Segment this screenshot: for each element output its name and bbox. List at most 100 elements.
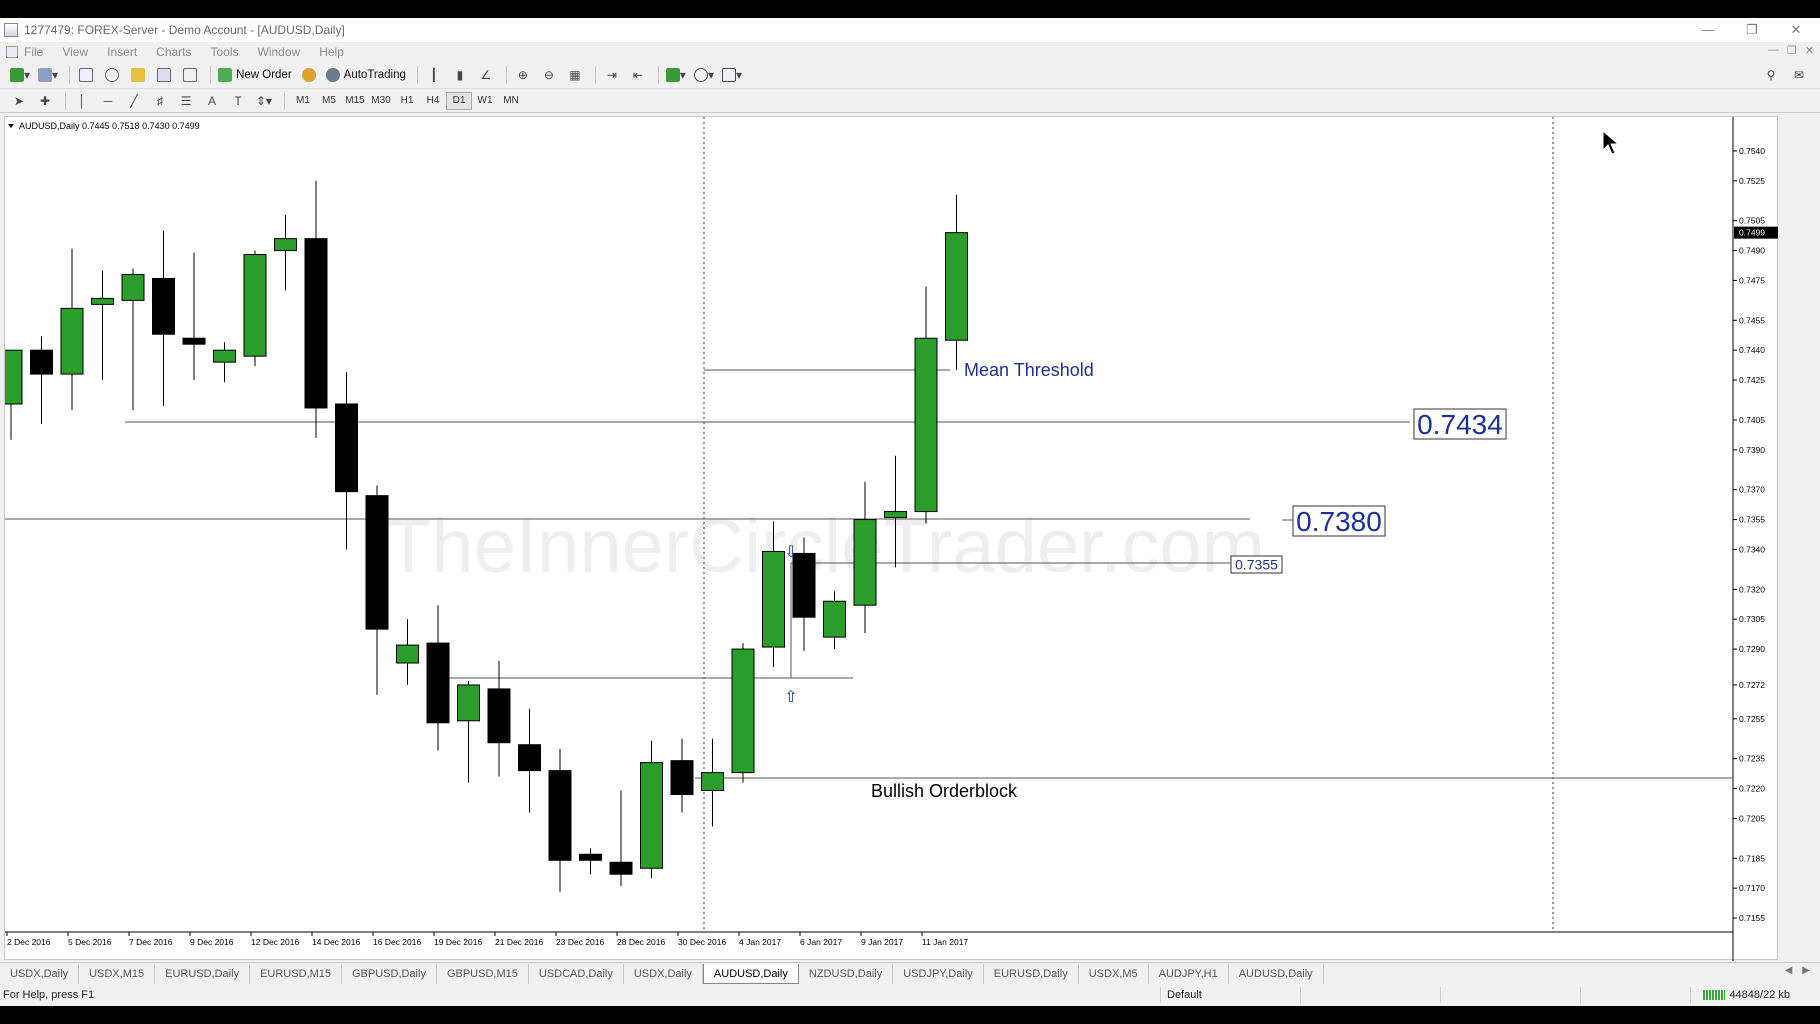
menu-insert[interactable]: Insert <box>107 44 138 59</box>
bearish-candle[interactable] <box>304 238 328 409</box>
bearish-candle[interactable] <box>182 337 206 345</box>
bullish-candle[interactable] <box>945 232 968 341</box>
bullish-candle[interactable] <box>731 648 755 774</box>
chart-tab[interactable]: GBPUSD,M15 <box>437 963 529 984</box>
mdi-restore-icon[interactable]: ❐ <box>1786 45 1797 57</box>
bearish-candle[interactable] <box>30 349 53 375</box>
templates-icon[interactable]: ▾ <box>720 64 744 86</box>
menu-file[interactable]: File <box>24 44 44 59</box>
search-icon[interactable]: ⚲ <box>1766 67 1776 82</box>
restore-icon[interactable]: ❐ <box>1746 22 1758 37</box>
tab-scroll-arrows[interactable]: ◀ ▶ <box>1785 965 1810 976</box>
market-watch-icon[interactable] <box>75 64 97 86</box>
price-label-7355-box[interactable] <box>1230 555 1283 574</box>
trendline-icon[interactable]: ╱ <box>130 93 138 108</box>
bullish-candle[interactable] <box>640 762 663 869</box>
chart-tab[interactable]: AUDUSD,Daily <box>1229 963 1324 984</box>
bullish-candle[interactable] <box>884 511 907 519</box>
vertical-line-icon[interactable]: │ <box>78 93 86 108</box>
close-icon[interactable]: ✕ <box>1790 22 1802 37</box>
tab-right-icon[interactable]: ▶ <box>1802 965 1810 976</box>
menu-window[interactable]: Window <box>257 44 301 59</box>
bullish-candle[interactable] <box>762 550 785 648</box>
timeframe-w1[interactable]: W1 <box>477 95 493 106</box>
chart-tab[interactable]: USDX,M5 <box>1079 963 1149 984</box>
timeframe-m15[interactable]: M15 <box>345 95 365 106</box>
timeframe-h4[interactable]: H4 <box>426 95 440 106</box>
bullish-candle[interactable] <box>457 684 480 722</box>
minimize-icon[interactable]: — <box>1701 22 1715 37</box>
chart-collapse-icon[interactable] <box>8 124 14 128</box>
periods-icon[interactable]: ▾ <box>692 64 716 86</box>
bearish-candle[interactable] <box>518 744 541 772</box>
bullish-candle[interactable] <box>91 297 114 305</box>
crosshair-icon[interactable]: ✚ <box>39 93 51 108</box>
bearish-candle[interactable] <box>670 760 694 796</box>
bar-chart-icon[interactable]: ┃ <box>430 67 438 82</box>
cursor-icon[interactable]: ➤ <box>13 93 25 108</box>
text-label-icon[interactable]: T <box>234 93 242 108</box>
candlestick-chart-icon[interactable]: ▮ <box>456 67 464 82</box>
tab-left-icon[interactable]: ◀ <box>1784 965 1793 976</box>
bearish-candle[interactable] <box>487 688 511 744</box>
price-label-7380-box[interactable] <box>1292 505 1386 537</box>
navigator-icon[interactable] <box>127 64 149 86</box>
strategy-tester-icon[interactable] <box>179 64 201 86</box>
timeframe-m30[interactable]: M30 <box>371 95 391 106</box>
mdi-minimize-icon[interactable]: — <box>1767 44 1779 56</box>
bullish-candle[interactable] <box>5 349 23 405</box>
bearish-candle[interactable] <box>365 495 389 630</box>
bullish-candle[interactable] <box>121 273 145 301</box>
new-chart-button[interactable]: ▾ <box>8 64 32 86</box>
line-chart-icon[interactable]: ∠ <box>480 67 492 82</box>
menu-charts[interactable]: Charts <box>156 44 192 59</box>
bearish-candle[interactable] <box>426 642 450 724</box>
bullish-candle[interactable] <box>914 337 938 513</box>
autoscroll-icon[interactable]: ⇥ <box>606 67 617 82</box>
timeframe-h1[interactable]: H1 <box>400 95 414 106</box>
bullish-candle[interactable] <box>60 307 84 375</box>
bearish-candle[interactable] <box>335 403 358 493</box>
bullish-candle[interactable] <box>396 644 419 664</box>
bullish-candle[interactable] <box>243 254 267 357</box>
chart-tab[interactable]: NZDUSD,Daily <box>799 963 894 984</box>
timeframe-m5[interactable]: M5 <box>322 95 336 106</box>
equidistant-channel-icon[interactable]: ♯ <box>157 93 163 108</box>
chat-icon[interactable]: ✉ <box>1793 67 1805 82</box>
menu-help[interactable]: Help <box>319 44 344 59</box>
timeframe-mn[interactable]: MN <box>503 95 519 106</box>
arrows-icon[interactable]: ⇕▾ <box>255 93 273 108</box>
bearish-candle[interactable] <box>792 552 816 618</box>
autotrading-button[interactable]: AutoTrading <box>324 64 408 86</box>
chart-tab[interactable]: USDX,Daily <box>0 963 80 984</box>
chart-tab[interactable]: USDJPY,Daily <box>893 963 984 984</box>
chart-tab[interactable]: EURUSD,M15 <box>250 963 342 984</box>
fibonacci-icon[interactable]: ☰ <box>180 93 192 108</box>
chart-tab[interactable]: USDX,M15 <box>79 963 156 984</box>
metaeditor-icon[interactable] <box>298 64 320 86</box>
chart-tab[interactable]: EURUSD,Daily <box>155 963 251 984</box>
timeframe-d1[interactable]: D1 <box>446 91 472 110</box>
new-order-button[interactable]: New Order <box>216 64 294 86</box>
price-label-7434-box[interactable] <box>1413 408 1507 440</box>
bullish-candle[interactable] <box>853 519 877 606</box>
bullish-candle[interactable] <box>213 349 236 363</box>
chart-canvas[interactable]: TheInnerCircleTrader.com AUDUSD,Daily 0.7… <box>5 117 1779 961</box>
menu-view[interactable]: View <box>62 44 89 59</box>
chart-tab[interactable]: AUDJPY,H1 <box>1149 963 1229 984</box>
terminal-icon[interactable] <box>153 64 175 86</box>
chart-shift-icon[interactable]: ⇤ <box>632 67 643 82</box>
horizontal-line-icon[interactable]: ─ <box>103 93 113 108</box>
chart-tab[interactable]: AUDUSD,Daily <box>702 963 799 984</box>
indicators-icon[interactable]: ▾ <box>664 64 688 86</box>
data-window-icon[interactable] <box>101 64 123 86</box>
zoom-out-icon[interactable]: ⊖ <box>543 67 554 82</box>
timeframe-m1[interactable]: M1 <box>296 95 310 106</box>
mdi-close-icon[interactable]: ✕ <box>1804 45 1814 57</box>
bullish-candle[interactable] <box>701 772 724 792</box>
bullish-candle[interactable] <box>823 600 846 638</box>
bearish-candle[interactable] <box>579 853 602 861</box>
chart-tab[interactable]: USDX,Daily <box>624 963 703 984</box>
bearish-candle[interactable] <box>548 770 572 861</box>
profiles-button[interactable]: ▾ <box>36 64 60 86</box>
